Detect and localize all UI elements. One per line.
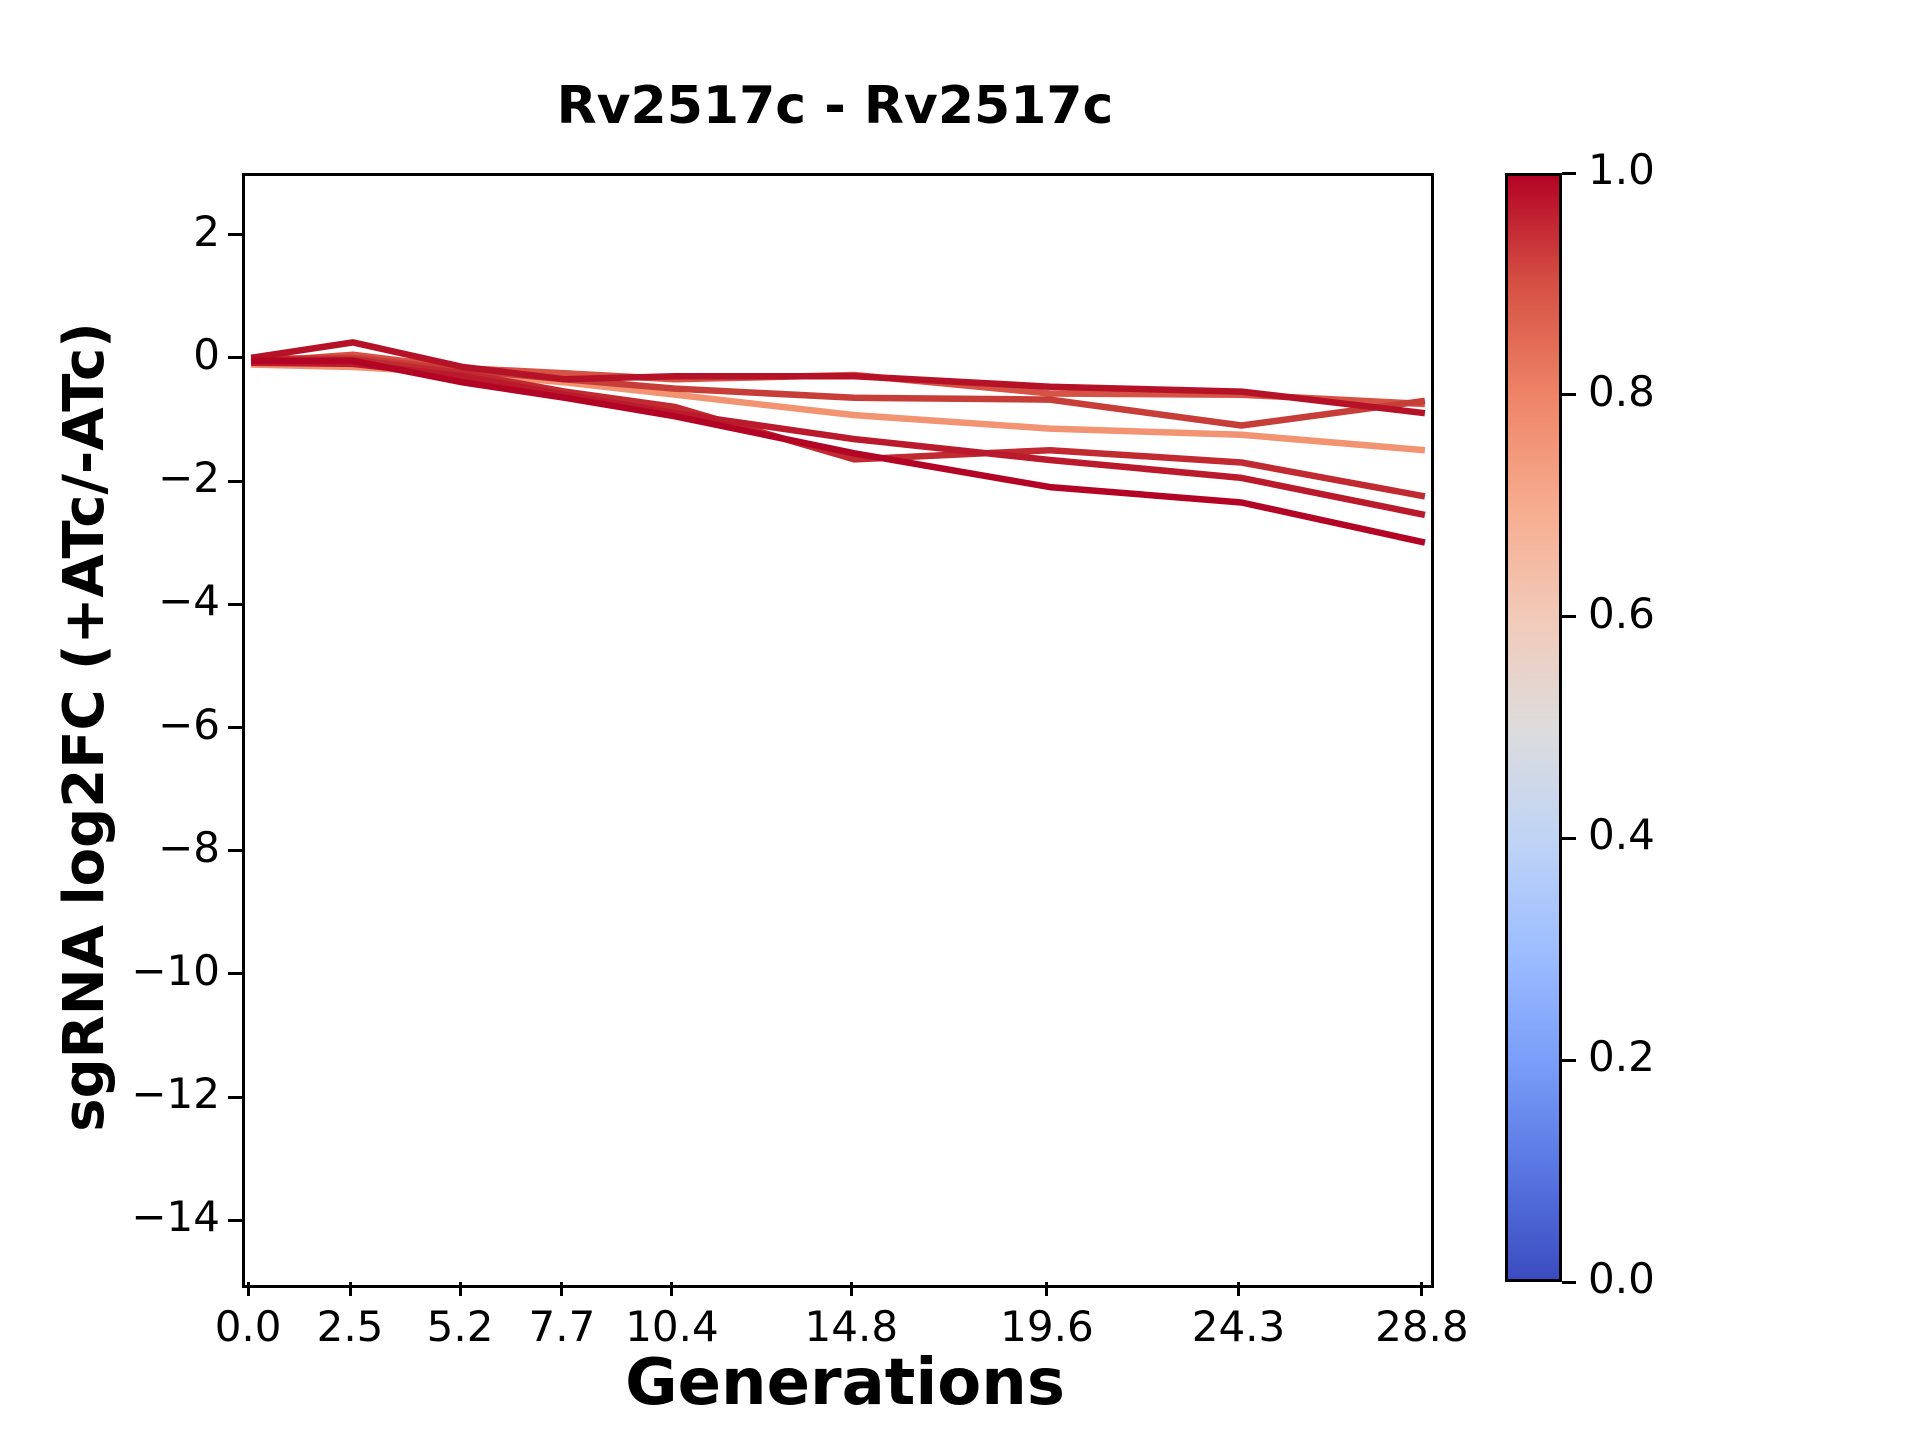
colorbar-tick [1562,1280,1576,1284]
series-line-sgRNA-red-mid [251,356,1426,500]
x-tick-label: 14.8 [804,1302,899,1351]
y-tick-label: −10 [131,945,220,995]
y-tick-label: 2 [193,206,220,256]
x-tick-label: 5.2 [426,1302,494,1351]
colorbar-tick-label: 0.2 [1588,1032,1655,1082]
x-tick-label: 2.5 [316,1302,384,1351]
x-tick [1420,1282,1424,1296]
colorbar-tick [1562,1058,1576,1062]
x-tick [670,1282,674,1296]
x-tick [246,1282,250,1296]
x-tick-label: 28.8 [1375,1302,1469,1351]
series-lines-canvas [250,339,1426,546]
y-tick-label: 0 [193,329,220,379]
colorbar [1505,173,1562,1282]
colorbar-tick [1562,171,1576,175]
y-tick [228,479,242,483]
x-tick [458,1282,462,1296]
y-tick [228,602,242,606]
y-tick [228,356,242,360]
y-tick [228,233,242,237]
x-tick-label: 19.6 [1000,1302,1094,1351]
y-tick-label: −2 [158,453,220,503]
y-tick-label: −14 [131,1192,220,1242]
x-tick-label: 7.7 [528,1302,596,1351]
y-tick [228,1218,242,1222]
y-tick [228,972,242,976]
y-tick-label: −6 [158,699,220,749]
colorbar-tick-label: 0.8 [1588,366,1655,416]
x-tick [348,1282,352,1296]
y-tick-label: −12 [131,1069,220,1119]
x-tick [560,1282,564,1296]
colorbar-tick-label: 0.0 [1588,1254,1655,1303]
colorbar-tick [1562,393,1576,397]
colorbar-tick [1562,836,1576,840]
colorbar-tick-label: 1.0 [1588,145,1655,194]
series-line-sgRNA-darkest [251,357,1426,546]
x-tick-label: 0.0 [214,1302,282,1351]
y-tick-label: −8 [158,822,220,872]
series-line-sgRNA-dark-red [251,359,1426,519]
y-tick-label: −4 [158,576,220,626]
x-tick-label: 10.4 [625,1302,719,1351]
x-tick [1236,1282,1240,1296]
colorbar-tick-label: 0.6 [1588,588,1655,638]
x-tick [849,1282,853,1296]
y-tick [228,726,242,729]
y-tick [228,1095,242,1099]
chart-title: Rv2517c - Rv2517c [556,76,1114,136]
plot-area [242,173,1434,1288]
x-tick-label: 24.3 [1191,1302,1286,1351]
colorbar-tick-label: 0.4 [1588,810,1655,860]
x-axis-label: Generations [625,1346,1065,1420]
x-tick [1045,1282,1049,1296]
colorbar-tick [1562,615,1576,619]
series-line-sgRNA-peak [250,339,1426,417]
y-tick [228,849,242,853]
